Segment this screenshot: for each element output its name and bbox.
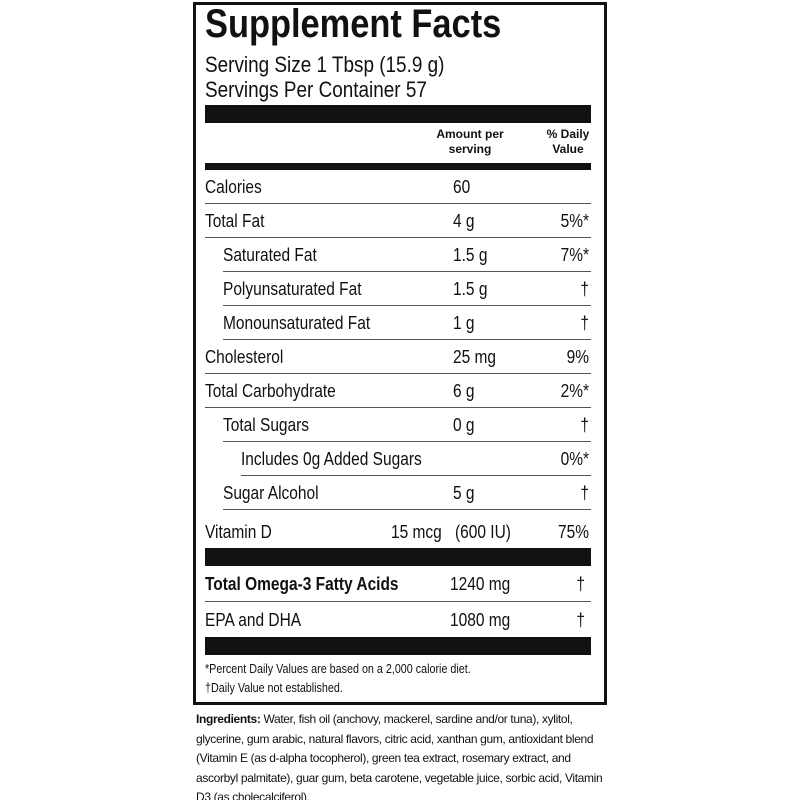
serving-size: Serving Size 1 Tbsp (15.9 g) xyxy=(205,52,445,77)
facts-row: Vitamin D 15 mcg (600 IU) 75% xyxy=(205,510,591,548)
amount: 1.5 g xyxy=(453,245,488,265)
facts-row: Includes 0g Added Sugars 0%* xyxy=(241,442,591,476)
amount-iu: (600 IU) xyxy=(455,522,511,542)
thick-bar xyxy=(205,637,591,655)
thick-bar xyxy=(205,548,591,566)
title: Supplement Facts xyxy=(205,2,502,46)
daily-value: 0%* xyxy=(560,449,589,469)
nutrient-name: Includes 0g Added Sugars xyxy=(241,449,422,469)
amount: 6 g xyxy=(453,381,475,401)
servings-per-container: Servings Per Container 57 xyxy=(205,77,427,102)
facts-row: Total Carbohydrate 6 g 2%* xyxy=(205,374,591,408)
amount: 0 g xyxy=(453,415,475,435)
nutrient-name: Monounsaturated Fat xyxy=(223,313,371,333)
ingredients-text: Water, fish oil (anchovy, mackerel, sard… xyxy=(196,712,603,800)
thick-bar xyxy=(205,105,591,123)
daily-value: † xyxy=(580,415,589,435)
amount: 1.5 g xyxy=(453,279,488,299)
ingredients: Ingredients: Water, fish oil (anchovy, m… xyxy=(196,710,608,800)
amount: 1080 mg xyxy=(450,610,511,630)
daily-value: 75% xyxy=(558,522,589,542)
amount: 25 mg xyxy=(453,347,497,367)
daily-value: 7%* xyxy=(560,245,589,265)
bar xyxy=(205,163,591,170)
facts-row: Total Sugars 0 g † xyxy=(223,408,591,442)
daily-value: 9% xyxy=(566,347,589,367)
amount: 60 xyxy=(453,177,471,197)
amount: 15 mcg xyxy=(391,522,442,542)
daily-value: † xyxy=(580,483,589,503)
nutrient-name: Total Omega-3 Fatty Acids xyxy=(205,574,399,594)
nutrient-name: Calories xyxy=(205,177,262,197)
facts-row: Saturated Fat 1.5 g 7%* xyxy=(223,238,591,272)
facts-row: Monounsaturated Fat 1 g † xyxy=(223,306,591,340)
daily-value: † xyxy=(580,279,589,299)
daily-value: † xyxy=(576,610,585,630)
facts-row: EPA and DHA 1080 mg † xyxy=(205,602,591,637)
facts-row: Calories 60 xyxy=(205,170,591,204)
nutrient-name: Total Fat xyxy=(205,211,265,231)
nutrient-name: Saturated Fat xyxy=(223,245,317,265)
nutrient-name: Polyunsaturated Fat xyxy=(223,279,362,299)
daily-value: † xyxy=(580,313,589,333)
daily-value-header: % Daily Value xyxy=(546,127,590,156)
amount-header: Amount per serving xyxy=(436,127,504,156)
footnote: *Percent Daily Values are based on a 2,0… xyxy=(205,662,471,676)
nutrient-name: Cholesterol xyxy=(205,347,284,367)
nutrient-name: Total Carbohydrate xyxy=(205,381,336,401)
daily-value: 5%* xyxy=(560,211,589,231)
facts-row: Sugar Alcohol 5 g † xyxy=(223,476,591,510)
label-border xyxy=(193,2,607,705)
amount: 5 g xyxy=(453,483,475,503)
nutrient-name: Vitamin D xyxy=(205,522,272,542)
daily-value: 2%* xyxy=(560,381,589,401)
amount: 1240 mg xyxy=(450,574,511,594)
nutrient-name: Total Sugars xyxy=(223,415,310,435)
facts-row: Total Fat 4 g 5%* xyxy=(205,204,591,238)
facts-row: Total Omega-3 Fatty Acids 1240 mg † xyxy=(205,566,591,602)
facts-row: Polyunsaturated Fat 1.5 g † xyxy=(223,272,591,306)
ingredients-label: Ingredients: xyxy=(196,712,261,726)
footnote: †Daily Value not established. xyxy=(205,681,343,695)
daily-value: † xyxy=(576,574,585,594)
amount: 1 g xyxy=(453,313,475,333)
facts-row: Cholesterol 25 mg 9% xyxy=(205,340,591,374)
nutrient-name: Sugar Alcohol xyxy=(223,483,319,503)
nutrient-name: EPA and DHA xyxy=(205,610,302,630)
amount: 4 g xyxy=(453,211,475,231)
